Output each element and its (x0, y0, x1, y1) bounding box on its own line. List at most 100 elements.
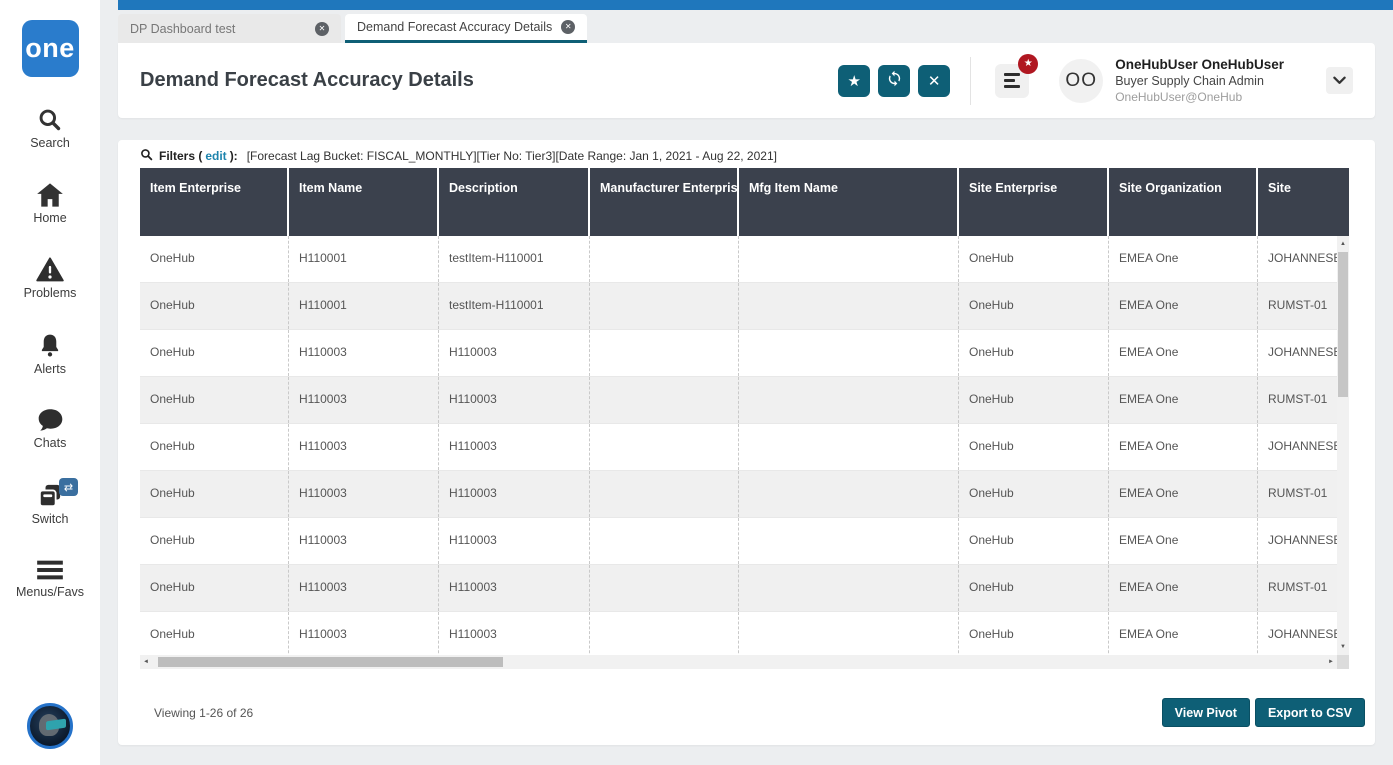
sidebar-item-problems[interactable]: Problems (24, 257, 76, 300)
table-row[interactable]: OneHub H110003 H110003 OneHub EMEA One R… (140, 377, 1349, 424)
column-header-item-name[interactable]: Item Name (289, 168, 439, 236)
cell-item-name: H110003 (289, 424, 439, 470)
report-panel: Filters (edit): [Forecast Lag Bucket: FI… (118, 140, 1375, 745)
tab-close-icon[interactable]: ✕ (315, 21, 329, 36)
cell-manufacturer-enterprise (590, 471, 739, 517)
sidebar-item-label: Chats (33, 436, 67, 450)
vertical-scrollbar[interactable]: ▲ ▼ (1337, 236, 1349, 655)
sidebar-item-alerts[interactable]: Alerts (34, 332, 66, 376)
table-header-row: Item Enterprise Item Name Description Ma… (140, 168, 1349, 236)
export-to-csv-button[interactable]: Export to CSV (1254, 698, 1365, 727)
cell-item-enterprise: OneHub (140, 565, 289, 611)
filters-edit-link[interactable]: edit (205, 149, 227, 163)
chevron-down-icon (1333, 73, 1346, 88)
cell-item-enterprise: OneHub (140, 330, 289, 376)
cell-item-name: H110003 (289, 471, 439, 517)
cell-site: JOHANNESBU (1268, 439, 1349, 453)
tab-dp-dashboard-test[interactable]: DP Dashboard test ✕ (118, 14, 341, 43)
sidebar-item-switch[interactable]: ⇄ Switch (32, 478, 78, 526)
cell-item-name: H110003 (289, 377, 439, 423)
cell-item-enterprise: OneHub (140, 283, 289, 329)
table-row[interactable]: OneHub H110001 testItem-H110001 OneHub E… (140, 283, 1349, 330)
swap-icon: ⇄ (63, 481, 74, 494)
vertical-scroll-thumb[interactable] (1338, 252, 1348, 397)
scroll-right-icon[interactable]: ► (1328, 659, 1334, 665)
refresh-icon (886, 70, 903, 91)
column-header-mfg-item-name[interactable]: Mfg Item Name (739, 168, 959, 236)
cell-site: JOHANNESBU (1268, 345, 1349, 359)
cell-site: RUMST-01 (1268, 298, 1328, 312)
sidebar-item-label: Search (30, 136, 70, 150)
bell-icon (37, 332, 63, 359)
close-screen-button[interactable]: ✕ (918, 64, 951, 97)
table-row[interactable]: OneHub H110003 H110003 OneHub EMEA One J… (140, 330, 1349, 377)
horizontal-scroll-track[interactable] (152, 655, 1325, 669)
scroll-down-icon[interactable]: ▼ (1340, 644, 1346, 650)
user-name: OneHubUser OneHubUser (1115, 56, 1284, 72)
sidebar-item-search[interactable]: Search (30, 106, 70, 150)
filter-search-icon (140, 148, 153, 164)
sidebar-item-chats[interactable]: Chats (33, 408, 67, 450)
column-header-site-organization[interactable]: Site Organization (1109, 168, 1258, 236)
refresh-button[interactable] (878, 64, 911, 97)
cell-site: JOHANNESBU (1268, 533, 1349, 547)
cell-description: H110003 (439, 612, 590, 655)
cell-site-organization: EMEA One (1109, 283, 1258, 329)
column-header-manufacturer-enterprise[interactable]: Manufacturer Enterprise (590, 168, 739, 236)
column-header-description[interactable]: Description (439, 168, 590, 236)
column-header-item-enterprise[interactable]: Item Enterprise (140, 168, 289, 236)
cell-site-enterprise: OneHub (959, 424, 1109, 470)
cell-manufacturer-enterprise (590, 565, 739, 611)
table-row[interactable]: OneHub H110003 H110003 OneHub EMEA One J… (140, 518, 1349, 565)
search-icon (36, 106, 63, 133)
cell-site: RUMST-01 (1268, 392, 1328, 406)
table-row[interactable]: OneHub H110003 H110003 OneHub EMEA One J… (140, 612, 1349, 655)
table-footer: Viewing 1-26 of 26 View Pivot Export to … (118, 698, 1375, 727)
cell-site-organization: EMEA One (1109, 236, 1258, 282)
star-icon: ★ (847, 72, 861, 90)
sidebar-item-label: Alerts (34, 362, 66, 376)
cell-site-organization: EMEA One (1109, 518, 1258, 564)
scroll-up-icon[interactable]: ▲ (1340, 241, 1346, 247)
user-dropdown-button[interactable] (1326, 67, 1353, 94)
cell-item-name: H110003 (289, 565, 439, 611)
user-avatar[interactable]: OO (1059, 58, 1104, 103)
cell-manufacturer-enterprise (590, 518, 739, 564)
cell-item-enterprise: OneHub (140, 471, 289, 517)
favorite-button[interactable]: ★ (838, 64, 871, 97)
cell-mfg-item-name (739, 236, 959, 282)
column-header-site-enterprise[interactable]: Site Enterprise (959, 168, 1109, 236)
column-header-site[interactable]: Site (1268, 181, 1291, 195)
horizontal-scroll-thumb[interactable] (158, 657, 503, 667)
cell-mfg-item-name (739, 565, 959, 611)
table-row[interactable]: OneHub H110003 H110003 OneHub EMEA One J… (140, 424, 1349, 471)
cell-item-name: H110003 (289, 518, 439, 564)
tab-label: DP Dashboard test (130, 21, 236, 36)
tab-close-icon[interactable]: ✕ (561, 20, 576, 34)
top-accent-bar (118, 0, 1393, 10)
sidebar-item-menus-favs[interactable]: Menus/Favs (16, 558, 84, 599)
neo-assistant-button[interactable] (27, 703, 73, 749)
sidebar-item-home[interactable]: Home (33, 182, 67, 225)
tab-demand-forecast-accuracy-details[interactable]: Demand Forecast Accuracy Details ✕ (345, 14, 588, 43)
cell-mfg-item-name (739, 471, 959, 517)
cell-site-organization: EMEA One (1109, 565, 1258, 611)
user-info: OneHubUser OneHubUser Buyer Supply Chain… (1115, 56, 1284, 105)
table-row[interactable]: OneHub H110003 H110003 OneHub EMEA One R… (140, 471, 1349, 518)
chat-icon (37, 408, 64, 433)
user-menu-button[interactable]: ★ (995, 53, 1039, 98)
cell-mfg-item-name (739, 283, 959, 329)
cell-description: testItem-H110001 (439, 283, 590, 329)
cell-item-enterprise: OneHub (140, 518, 289, 564)
scroll-left-icon[interactable]: ◄ (143, 659, 149, 665)
table-row[interactable]: OneHub H110001 testItem-H110001 OneHub E… (140, 236, 1349, 283)
page-header: Demand Forecast Accuracy Details ★ ✕ ★ O… (118, 43, 1375, 118)
cell-description: H110003 (439, 424, 590, 470)
horizontal-scrollbar[interactable]: ◄ ► (140, 655, 1349, 669)
cell-site-enterprise: OneHub (959, 471, 1109, 517)
cell-item-enterprise: OneHub (140, 612, 289, 655)
view-pivot-button[interactable]: View Pivot (1161, 698, 1250, 727)
table-row[interactable]: OneHub H110003 H110003 OneHub EMEA One R… (140, 565, 1349, 612)
cell-item-name: H110003 (289, 330, 439, 376)
sidebar-item-label: Home (33, 211, 67, 225)
